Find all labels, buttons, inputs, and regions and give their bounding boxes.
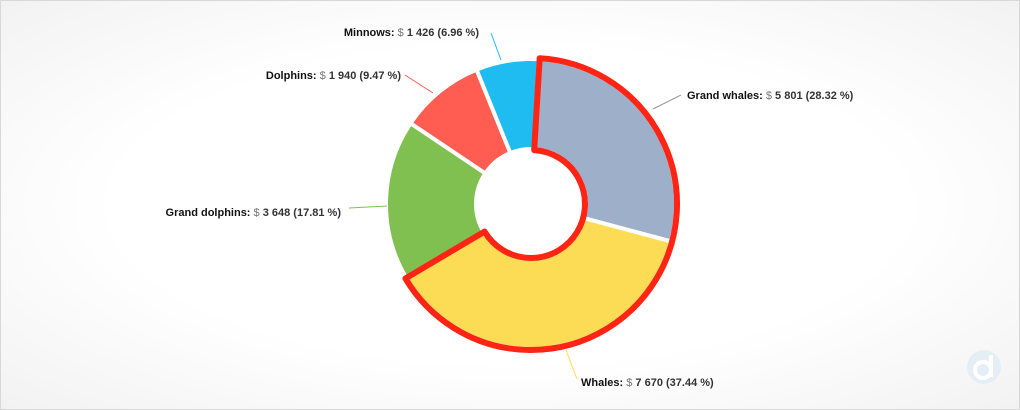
leader-line-whales bbox=[565, 349, 578, 380]
label-currency: $ bbox=[254, 207, 263, 219]
label-name: Dolphins: bbox=[266, 70, 320, 82]
data-label-grand-dolphins: Grand dolphins: $ 3 648 (17.81 %) bbox=[166, 207, 342, 219]
data-label-minnows: Minnows: $ 1 426 (6.96 %) bbox=[344, 27, 479, 39]
highlight-layer bbox=[402, 55, 680, 353]
label-currency: $ bbox=[626, 377, 635, 389]
label-currency: $ bbox=[766, 90, 775, 102]
highlight-outline bbox=[402, 55, 680, 353]
slice-grand-dolphins[interactable] bbox=[384, 121, 488, 280]
data-label-dolphins: Dolphins: $ 1 940 (9.47 %) bbox=[266, 70, 401, 82]
data-label-whales: Whales: $ 7 670 (37.44 %) bbox=[581, 377, 714, 389]
leader-lines-layer bbox=[348, 32, 682, 380]
leader-line-grand-whales bbox=[652, 94, 682, 110]
label-value: 7 670 (37.44 %) bbox=[635, 377, 714, 389]
label-name: Minnows: bbox=[344, 27, 398, 39]
label-name: Grand dolphins: bbox=[166, 207, 254, 219]
label-currency: $ bbox=[398, 27, 407, 39]
labels-layer: Grand whales: $ 5 801 (28.32 %) Whales: $… bbox=[166, 27, 854, 389]
leader-line-minnows bbox=[490, 32, 502, 61]
leader-line-grand-dolphins bbox=[348, 205, 388, 209]
leader-line-dolphins bbox=[404, 74, 434, 94]
label-value: 5 801 (28.32 %) bbox=[775, 90, 854, 102]
data-label-grand-whales: Grand whales: $ 5 801 (28.32 %) bbox=[687, 90, 854, 102]
slice-grand-whales[interactable] bbox=[531, 57, 678, 244]
label-currency: $ bbox=[320, 70, 329, 82]
label-value: 1 426 (6.96 %) bbox=[407, 27, 479, 39]
label-value: 1 940 (9.47 %) bbox=[329, 70, 401, 82]
label-name: Grand whales: bbox=[687, 90, 766, 102]
label-name: Whales: bbox=[581, 377, 626, 389]
label-value: 3 648 (17.81 %) bbox=[263, 207, 342, 219]
slices-layer bbox=[384, 57, 678, 351]
devtodev-logo-icon bbox=[967, 350, 1001, 384]
